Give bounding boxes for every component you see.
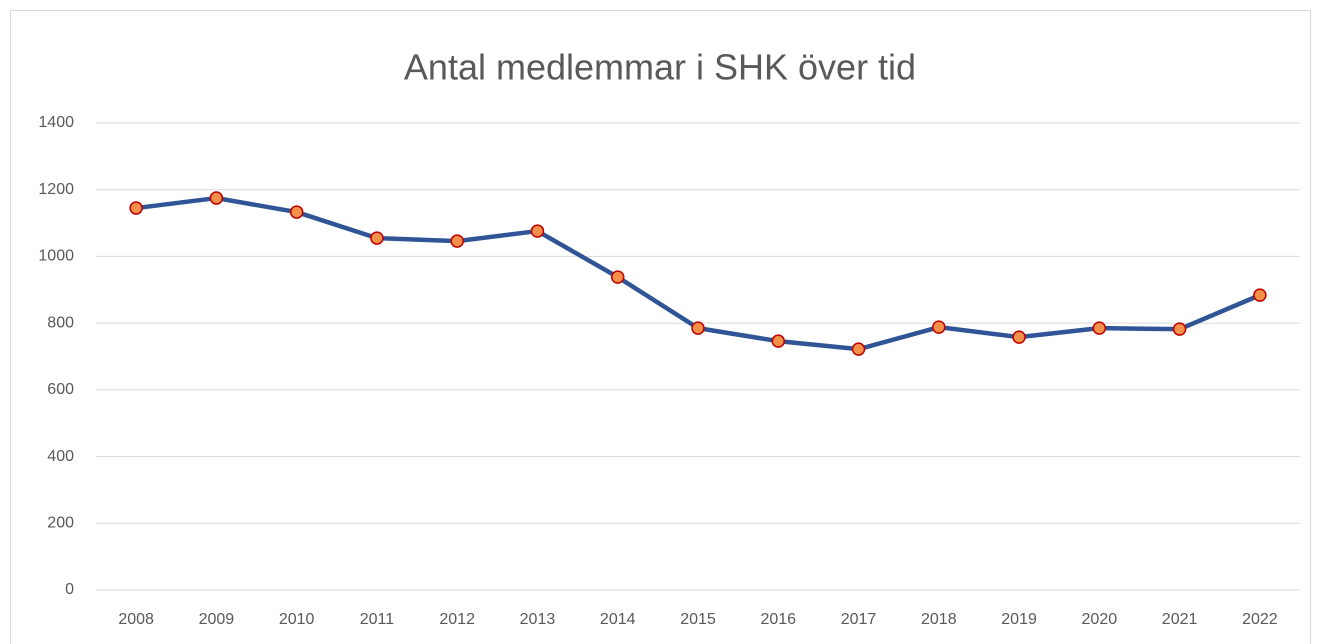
data-point — [1092, 321, 1107, 335]
x-tick-label: 2016 — [760, 611, 796, 628]
data-point — [530, 224, 545, 238]
y-tick-label: 600 — [47, 381, 74, 398]
y-tick-label: 0 — [65, 581, 74, 598]
x-tick-label: 2012 — [439, 611, 475, 628]
y-tick-label: 200 — [47, 515, 74, 532]
data-point — [691, 321, 705, 335]
x-tick-label: 2022 — [1242, 611, 1278, 628]
data-point — [932, 320, 946, 334]
chart-title: Antal medlemmar i SHK över tid — [404, 47, 916, 88]
data-point — [370, 231, 384, 245]
x-tick-label: 2020 — [1082, 611, 1118, 628]
x-tick-label: 2017 — [841, 611, 877, 628]
x-tick-label: 2018 — [921, 611, 957, 628]
x-tick-label: 2013 — [520, 611, 556, 628]
data-point — [851, 342, 866, 356]
y-tick-label: 400 — [47, 448, 74, 465]
data-point — [450, 234, 464, 248]
data-point — [1172, 322, 1187, 336]
x-tick-label: 2021 — [1162, 611, 1198, 628]
x-tick-label: 2010 — [279, 611, 315, 628]
data-point — [771, 334, 786, 348]
y-tick-label: 800 — [47, 314, 74, 331]
x-tick-label: 2015 — [680, 611, 716, 628]
x-tick-label: 2008 — [118, 611, 154, 628]
y-tick-label: 1200 — [38, 181, 74, 198]
x-tick-label: 2019 — [1001, 611, 1037, 628]
data-point — [1012, 330, 1026, 344]
x-tick-label: 2014 — [600, 611, 636, 628]
data-point — [129, 201, 143, 215]
y-tick-label: 1400 — [38, 114, 74, 131]
x-tick-label: 2009 — [199, 611, 235, 628]
data-point — [209, 191, 224, 205]
y-tick-label: 1000 — [38, 248, 74, 265]
data-point — [1253, 288, 1267, 302]
data-point — [289, 205, 304, 219]
data-point — [610, 270, 625, 284]
x-tick-label: 2011 — [360, 611, 395, 628]
